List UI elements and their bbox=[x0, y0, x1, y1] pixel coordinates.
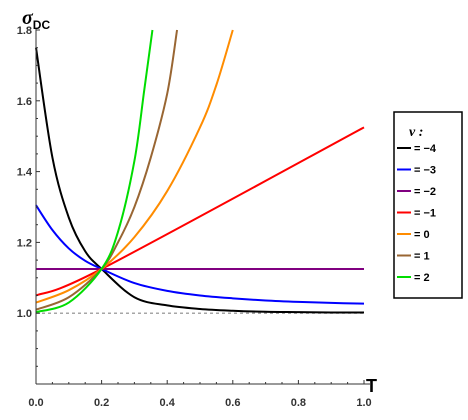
legend-label: = 1 bbox=[414, 251, 430, 263]
axes bbox=[35, 28, 370, 385]
series-line-v1 bbox=[35, 29, 179, 311]
x-tick-label: 1.0 bbox=[356, 397, 371, 409]
y-tick-label: 1.4 bbox=[17, 167, 33, 179]
x-tick-label: 0.6 bbox=[225, 397, 240, 409]
legend-title: v : bbox=[409, 125, 423, 140]
series-line-v3 bbox=[35, 204, 365, 305]
legend-label: = 2 bbox=[414, 272, 430, 284]
y-tick-label: 1.8 bbox=[17, 25, 32, 37]
legend-label: = −4 bbox=[414, 143, 437, 155]
legend-label: = 0 bbox=[414, 229, 430, 241]
x-tick-label: 0.0 bbox=[28, 397, 43, 409]
legend-items: = −4 = −3 = −2 = −1 = 0 = 1 = 2 bbox=[397, 143, 437, 284]
legend-label: = −3 bbox=[414, 165, 436, 177]
legend-box bbox=[393, 111, 463, 299]
x-tick-label: 0.4 bbox=[160, 397, 176, 409]
legend-label: = −1 bbox=[414, 208, 436, 220]
series-line-v0 bbox=[35, 29, 234, 304]
y-axis-label: σDC bbox=[22, 7, 50, 32]
series-line-v1 bbox=[35, 126, 365, 297]
y-tick-label: 1.2 bbox=[17, 237, 32, 249]
x-axis-label: T bbox=[366, 376, 377, 396]
ticks: 0.0 0.2 0.4 0.6 0.8 1.0 1.0 1.2 1.4 1.6 1.8 bbox=[17, 25, 372, 409]
x-tick-label: 0.2 bbox=[94, 397, 109, 409]
series-line-v4 bbox=[35, 47, 365, 314]
series-group bbox=[35, 29, 365, 314]
x-tick-label: 0.8 bbox=[291, 397, 306, 409]
series-line-v2 bbox=[35, 29, 154, 314]
y-tick-label: 1.6 bbox=[17, 96, 32, 108]
legend-label: = −2 bbox=[414, 186, 436, 198]
legend: v : = −4 = −3 = −2 = −1 = 0 = 1 = 2 bbox=[393, 111, 463, 299]
y-tick-label: 1.0 bbox=[17, 308, 32, 320]
y-axis-label-subscript: DC bbox=[33, 18, 51, 32]
